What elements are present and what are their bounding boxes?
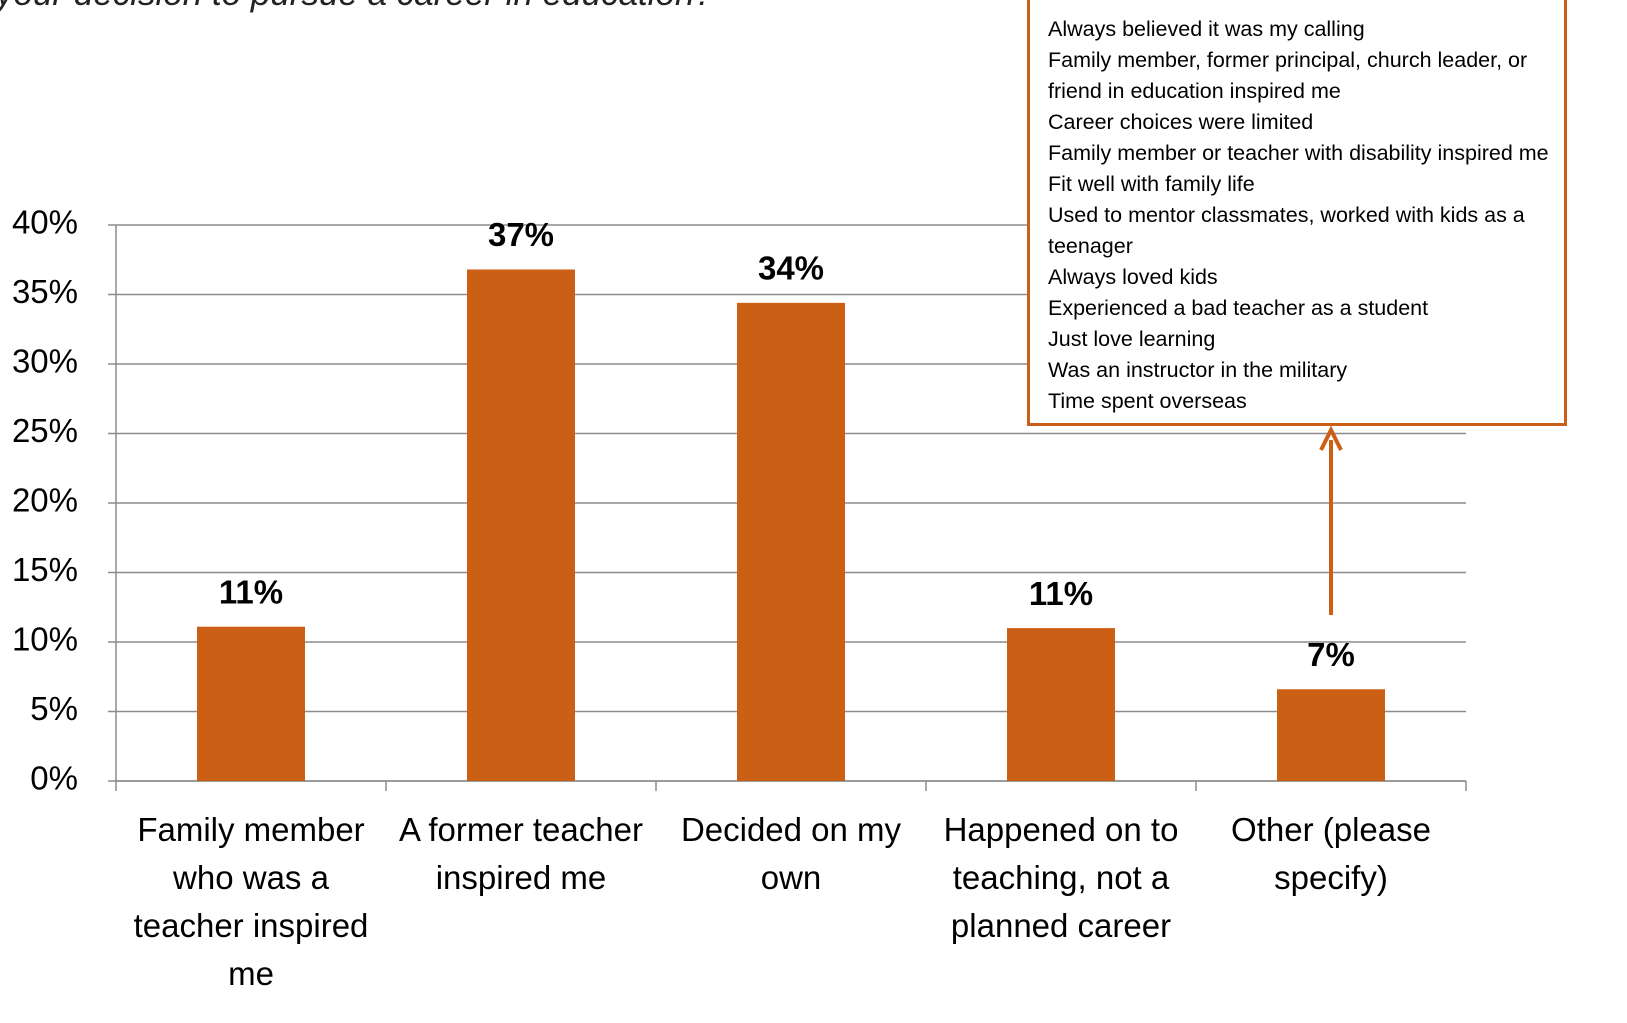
x-tick-label: Decided on my own xyxy=(680,811,902,896)
annotation-item: Family member or teacher with disability… xyxy=(1048,141,1549,165)
annotation-box: Always believed it was my calling Family … xyxy=(1027,0,1567,426)
data-label: 34% xyxy=(758,250,824,287)
y-tick-label: 35% xyxy=(12,273,78,310)
bar xyxy=(1007,628,1115,781)
y-tick-label: 5% xyxy=(30,690,78,727)
y-tick-label: 0% xyxy=(30,760,78,797)
x-tick-label: Family member who was a teacher inspired… xyxy=(133,811,369,992)
bar xyxy=(197,626,305,781)
data-label: 7% xyxy=(1307,636,1355,673)
y-tick-label: 40% xyxy=(12,204,78,241)
y-tick-label: 25% xyxy=(12,412,78,449)
data-label: 37% xyxy=(488,216,554,253)
annotation-item: Was an instructor in the military xyxy=(1048,358,1348,382)
annotation-item: Always believed it was my calling xyxy=(1048,17,1365,41)
data-label: 11% xyxy=(219,573,283,610)
annotation-item: Fit well with family life xyxy=(1048,172,1255,196)
annotation-item: Just love learning xyxy=(1048,327,1216,351)
x-tick-label: Happened on to teaching, not a planned c… xyxy=(943,811,1179,944)
annotation-item: Family member, former principal, church … xyxy=(1048,48,1528,103)
bar xyxy=(1277,689,1385,781)
x-tick-label: A former teacher inspired me xyxy=(399,811,643,896)
x-tick-label: Other (please specify) xyxy=(1231,811,1431,896)
arrow-head xyxy=(1319,425,1343,451)
y-tick-label: 30% xyxy=(12,343,78,380)
data-label: 11% xyxy=(1029,575,1093,612)
annotation-item: Used to mentor classmates, worked with k… xyxy=(1048,203,1525,258)
bar xyxy=(737,302,845,781)
y-tick-label: 15% xyxy=(12,551,78,588)
annotation-item: Time spent overseas xyxy=(1048,389,1247,413)
chart-title: your decision to pursue a career in educ… xyxy=(0,0,714,14)
y-tick-label: 10% xyxy=(12,621,78,658)
annotation-item: Career choices were limited xyxy=(1048,110,1314,134)
bar xyxy=(467,269,575,781)
y-tick-label: 20% xyxy=(12,482,78,519)
annotation-item: Experienced a bad teacher as a student xyxy=(1048,296,1429,320)
annotation-item: Always loved kids xyxy=(1048,265,1218,289)
